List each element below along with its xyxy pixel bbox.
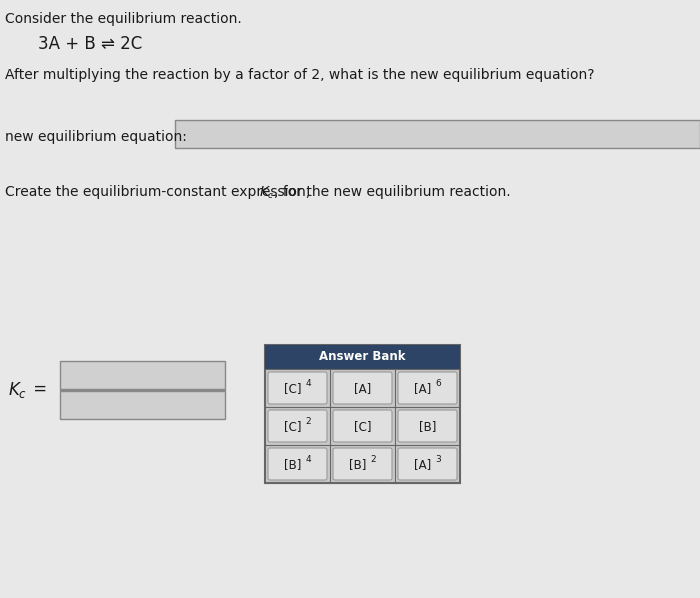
Text: [A]: [A]: [414, 459, 431, 471]
FancyBboxPatch shape: [268, 448, 327, 480]
FancyBboxPatch shape: [333, 448, 392, 480]
FancyBboxPatch shape: [398, 410, 457, 442]
Text: [C]: [C]: [354, 420, 371, 434]
Text: [C]: [C]: [284, 383, 301, 395]
Text: new equilibrium equation:: new equilibrium equation:: [5, 130, 187, 144]
Text: [A]: [A]: [354, 383, 371, 395]
FancyBboxPatch shape: [398, 448, 457, 480]
Text: [C]: [C]: [284, 420, 301, 434]
FancyBboxPatch shape: [60, 361, 225, 389]
Text: =: =: [28, 380, 47, 398]
Text: Answer Bank: Answer Bank: [319, 350, 406, 364]
Text: [A]: [A]: [414, 383, 431, 395]
FancyBboxPatch shape: [398, 372, 457, 404]
Text: 3: 3: [435, 454, 441, 463]
Text: [B]: [B]: [419, 420, 436, 434]
Text: 4: 4: [305, 454, 311, 463]
FancyBboxPatch shape: [265, 345, 460, 369]
Text: 6: 6: [435, 379, 441, 388]
Text: $K_c$: $K_c$: [8, 380, 27, 400]
FancyBboxPatch shape: [60, 391, 225, 419]
Text: [B]: [B]: [284, 459, 301, 471]
FancyBboxPatch shape: [333, 410, 392, 442]
Text: 2: 2: [370, 454, 376, 463]
Text: , for the new equilibrium reaction.: , for the new equilibrium reaction.: [274, 185, 510, 199]
FancyBboxPatch shape: [333, 372, 392, 404]
FancyBboxPatch shape: [265, 345, 460, 483]
Text: Consider the equilibrium reaction.: Consider the equilibrium reaction.: [5, 12, 241, 26]
Text: Create the equilibrium-constant expression,: Create the equilibrium-constant expressi…: [5, 185, 314, 199]
Text: $_c$: $_c$: [267, 188, 274, 201]
FancyBboxPatch shape: [175, 120, 700, 148]
Text: 2: 2: [305, 416, 311, 426]
FancyBboxPatch shape: [268, 372, 327, 404]
FancyBboxPatch shape: [268, 410, 327, 442]
Text: [B]: [B]: [349, 459, 366, 471]
Text: After multiplying the reaction by a factor of 2, what is the new equilibrium equ: After multiplying the reaction by a fact…: [5, 68, 594, 82]
Text: $K$: $K$: [259, 185, 271, 199]
Text: 3A + B ⇌ 2C: 3A + B ⇌ 2C: [38, 35, 142, 53]
Text: 4: 4: [305, 379, 311, 388]
